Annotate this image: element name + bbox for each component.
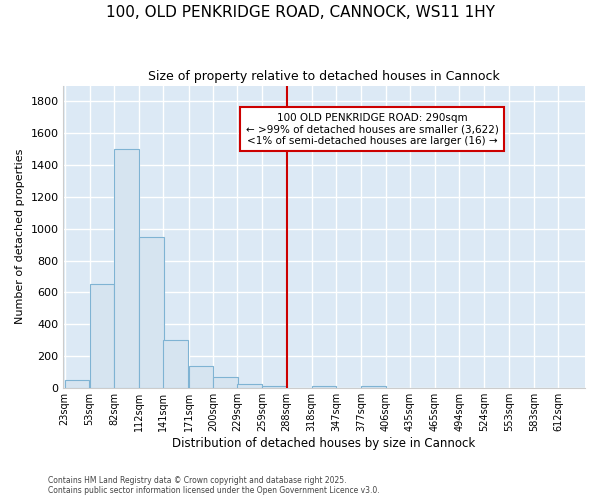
Text: 100, OLD PENKRIDGE ROAD, CANNOCK, WS11 1HY: 100, OLD PENKRIDGE ROAD, CANNOCK, WS11 1… xyxy=(106,5,494,20)
Bar xyxy=(262,386,287,388)
Title: Size of property relative to detached houses in Cannock: Size of property relative to detached ho… xyxy=(148,70,500,83)
Bar xyxy=(114,149,139,388)
Bar xyxy=(213,377,238,388)
Text: 100 OLD PENKRIDGE ROAD: 290sqm
← >99% of detached houses are smaller (3,622)
<1%: 100 OLD PENKRIDGE ROAD: 290sqm ← >99% of… xyxy=(245,112,499,146)
Bar xyxy=(188,366,213,388)
Bar xyxy=(237,384,262,388)
Y-axis label: Number of detached properties: Number of detached properties xyxy=(15,149,25,324)
Bar xyxy=(361,386,386,388)
Bar xyxy=(312,386,337,388)
Text: Contains HM Land Registry data © Crown copyright and database right 2025.
Contai: Contains HM Land Registry data © Crown c… xyxy=(48,476,380,495)
X-axis label: Distribution of detached houses by size in Cannock: Distribution of detached houses by size … xyxy=(172,437,476,450)
Bar xyxy=(89,284,115,388)
Bar xyxy=(139,236,164,388)
Bar xyxy=(65,380,89,388)
Bar xyxy=(163,340,188,388)
